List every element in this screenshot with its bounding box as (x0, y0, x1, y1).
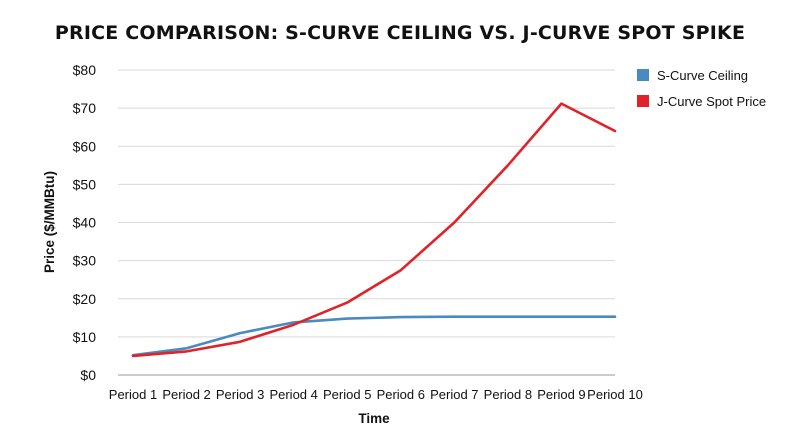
chart-title: PRICE COMPARISON: S-CURVE CEILING VS. J-… (54, 22, 746, 44)
x-axis-title: Time (358, 411, 390, 426)
y-axis-title: Price ($/MMBtu) (42, 171, 57, 273)
x-tick-label: Period 10 (587, 387, 643, 402)
x-tick-label: Period 1 (109, 387, 157, 402)
x-axis-ticks: Period 1 Period 2 Period 3 Period 4 Period 5… (109, 387, 643, 402)
x-tick-label: Period 6 (377, 387, 425, 402)
legend-swatch (637, 69, 649, 81)
legend-label: J-Curve Spot Price (657, 94, 766, 109)
y-tick-label: $30 (73, 253, 97, 269)
grid-lines (118, 69, 615, 376)
series-lines (131, 102, 617, 358)
series-line-s-curve-ceiling (131, 315, 617, 357)
series-line-j-curve-spot-price (131, 102, 617, 358)
legend: S-Curve Ceiling J-Curve Spot Price (637, 68, 766, 109)
y-axis-ticks: $0 $10 $20 $30 $40 $50 $60 $70 $80 (73, 62, 97, 383)
y-tick-label: $60 (73, 138, 97, 154)
x-tick-label: Period 8 (484, 387, 532, 402)
x-tick-label: Period 9 (537, 387, 585, 402)
y-tick-label: $0 (80, 367, 96, 383)
y-tick-label: $70 (73, 100, 97, 116)
x-tick-label: Period 2 (162, 387, 210, 402)
legend-label: S-Curve Ceiling (657, 68, 748, 83)
y-tick-label: $20 (73, 291, 97, 307)
y-tick-label: $40 (73, 215, 97, 231)
x-tick-label: Period 5 (323, 387, 371, 402)
y-tick-label: $50 (73, 176, 97, 192)
x-tick-label: Period 3 (216, 387, 264, 402)
x-tick-label: Period 4 (269, 387, 317, 402)
legend-swatch (637, 95, 649, 107)
y-tick-label: $10 (73, 329, 97, 345)
y-tick-label: $80 (73, 62, 97, 78)
x-tick-label: Period 7 (430, 387, 478, 402)
